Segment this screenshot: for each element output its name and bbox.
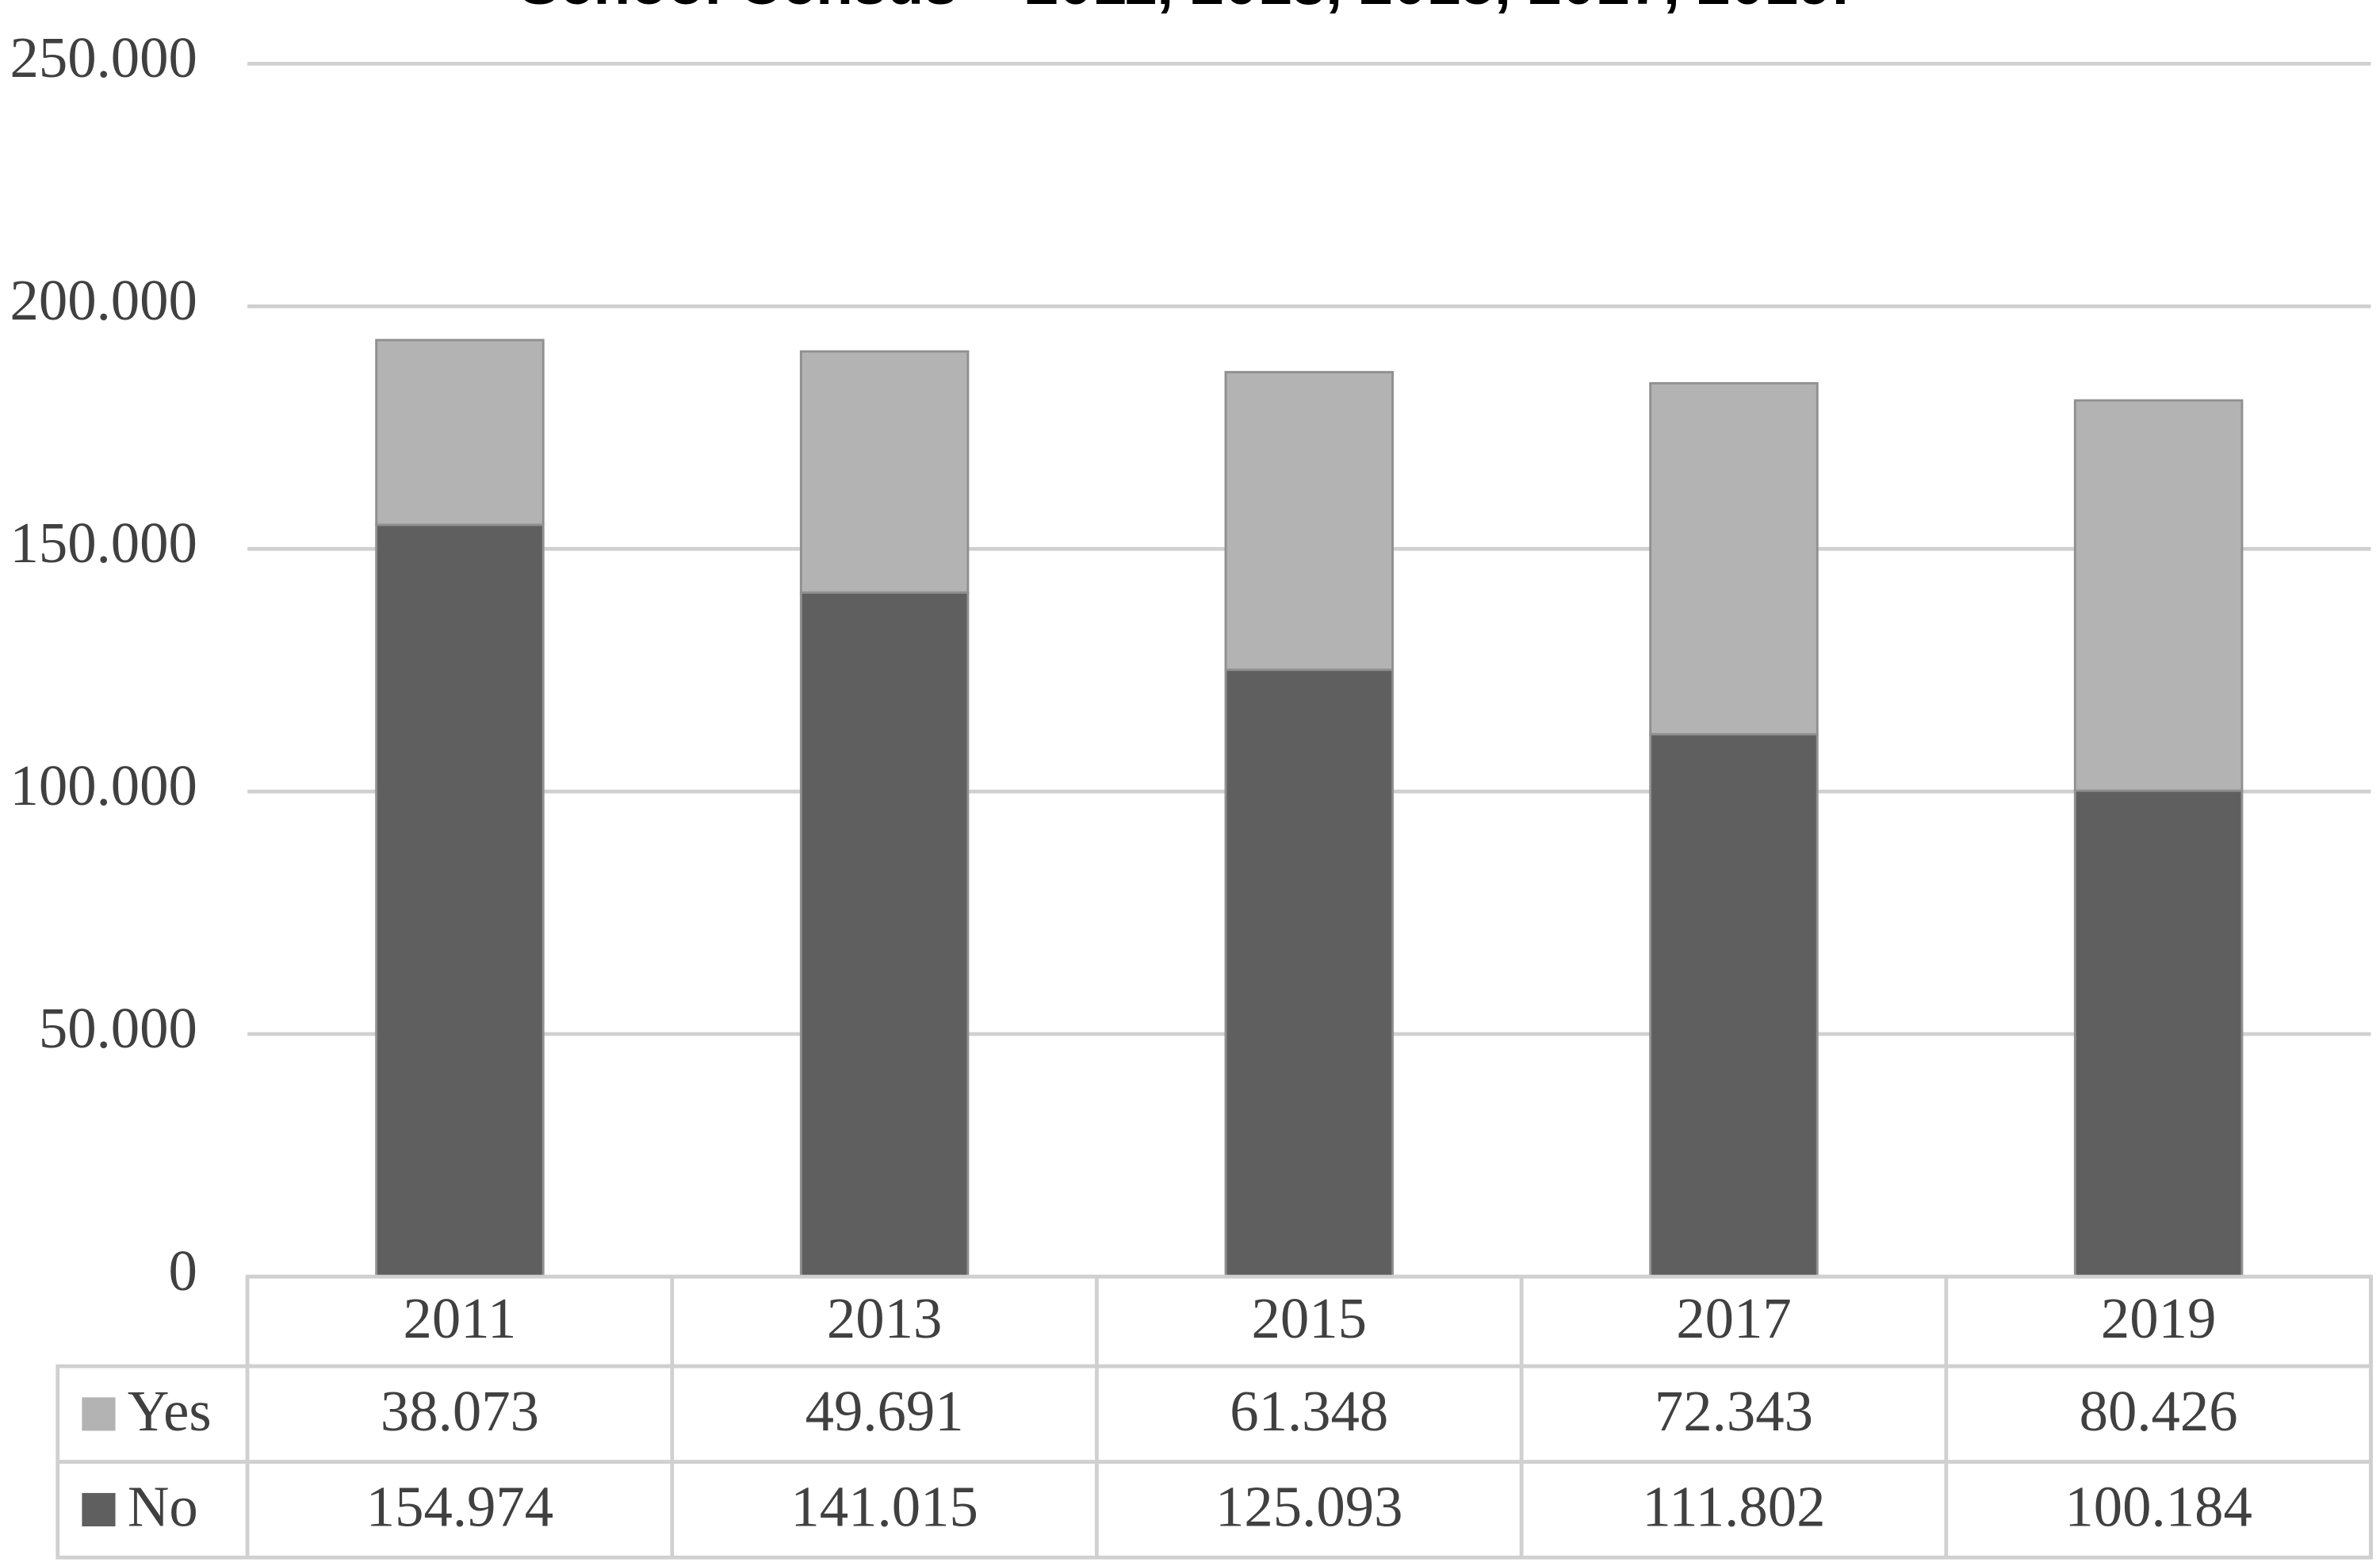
legend-swatch [82, 1492, 116, 1527]
x-tick-label: 2017 [1676, 1286, 1792, 1350]
chart-title: School Census – 2011, 2013, 2015, 2017, … [519, 0, 1849, 17]
bar-segment [2073, 399, 2244, 792]
y-tick-label: 150.000 [10, 511, 197, 575]
bar-segment [1649, 733, 1819, 1278]
bar-segment [375, 523, 545, 1278]
bar-segment [1224, 668, 1395, 1278]
x-tick-label: 2015 [1252, 1286, 1368, 1350]
data-label: 61.348 [1230, 1379, 1388, 1443]
bar-segment [799, 350, 970, 594]
data-label: 80.426 [2080, 1379, 2238, 1443]
data-label: 141.015 [790, 1475, 978, 1539]
data-label: 111.802 [1642, 1475, 1825, 1539]
bar-segment [1649, 381, 1819, 736]
data-label: 154.974 [366, 1475, 553, 1539]
data-label: 49.691 [805, 1379, 964, 1443]
x-tick-label: 2011 [404, 1286, 517, 1350]
bar-segment [799, 591, 970, 1278]
y-tick-label: 200.000 [10, 268, 197, 332]
data-label: 125.093 [1215, 1475, 1402, 1539]
bar-segment [1224, 370, 1395, 672]
y-tick-label: 100.000 [10, 753, 197, 817]
data-label: 100.184 [2064, 1475, 2252, 1539]
x-tick-label: 2019 [2101, 1286, 2217, 1350]
data-label: 72.343 [1655, 1379, 1813, 1443]
bar-segment [375, 339, 545, 526]
y-tick-label: 50.000 [39, 996, 197, 1060]
legend-label: No [128, 1475, 198, 1539]
y-tick-label: 250.000 [10, 25, 197, 90]
bar-segment [2073, 789, 2244, 1278]
data-label: 38.073 [381, 1379, 539, 1443]
legend-swatch [82, 1397, 116, 1431]
legend-label: Yes [128, 1379, 212, 1443]
x-tick-label: 2013 [827, 1286, 943, 1350]
y-tick-label: 0 [169, 1239, 197, 1303]
